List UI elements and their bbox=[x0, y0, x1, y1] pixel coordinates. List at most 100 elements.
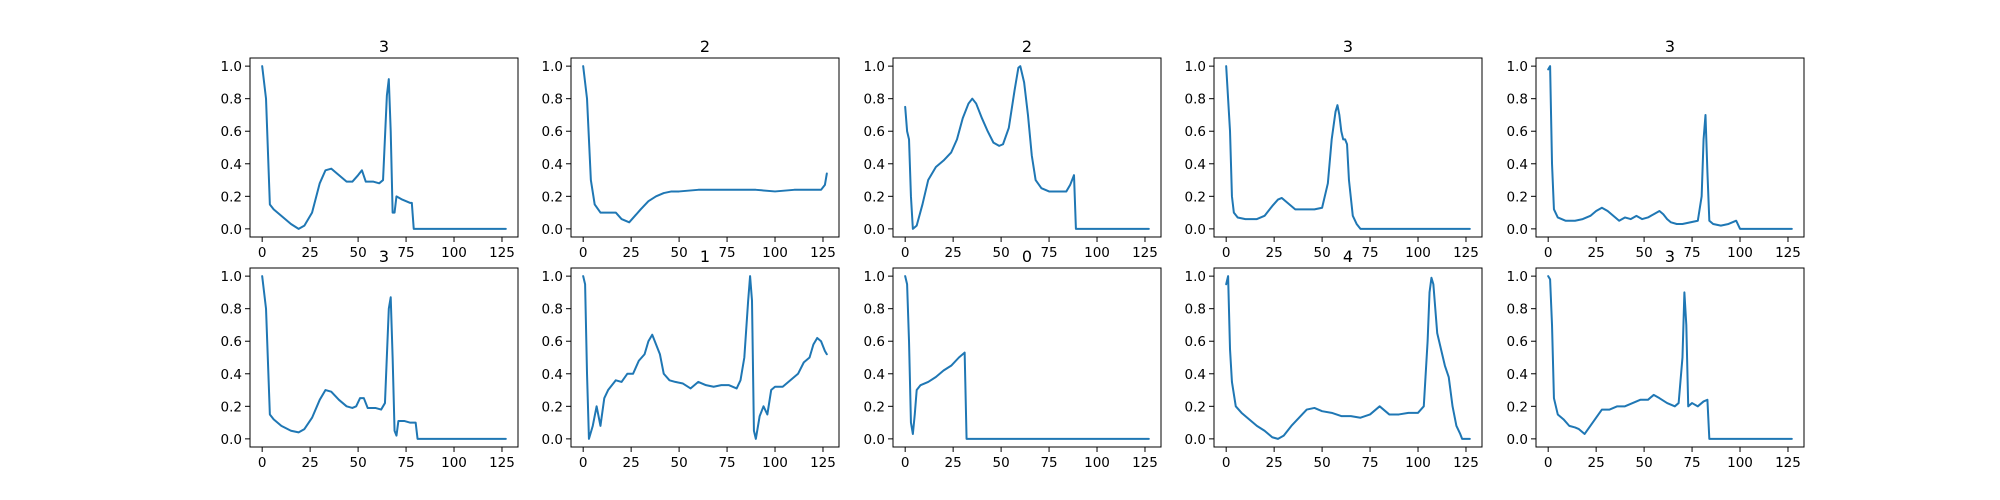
y-tick-label: 0.4 bbox=[1185, 367, 1206, 383]
y-tick-label: 0.0 bbox=[542, 432, 563, 448]
subplot-title: 2 bbox=[700, 37, 710, 56]
y-tick-label: 1.0 bbox=[864, 59, 885, 75]
x-tick-label: 50 bbox=[1314, 455, 1331, 471]
axes-frame bbox=[1213, 267, 1483, 448]
series-line bbox=[261, 65, 507, 230]
x-tick-label: 75 bbox=[718, 455, 735, 471]
x-tick-label: 75 bbox=[1683, 455, 1700, 471]
y-tick-label: 0.6 bbox=[1507, 334, 1528, 350]
y-tick-label: 0.8 bbox=[221, 92, 242, 108]
x-tick-label: 100 bbox=[441, 245, 467, 261]
subplot-1: 0 25 50 75 100 125 0.0 0.2 0.4 0.6 0.8 1.0 3 bbox=[221, 37, 519, 261]
x-tick-label: 25 bbox=[1266, 245, 1283, 261]
axes-frame bbox=[1535, 267, 1805, 448]
axes-frame bbox=[570, 57, 840, 238]
x-tick-label: 25 bbox=[1588, 455, 1605, 471]
x-tick-label: 75 bbox=[1040, 245, 1057, 261]
x-tick-label: 25 bbox=[302, 455, 319, 471]
subplot-title: 4 bbox=[1343, 247, 1353, 266]
x-tick-label: 125 bbox=[1132, 455, 1158, 471]
y-tick-label: 0.8 bbox=[221, 302, 242, 318]
subplot-3: 0 25 50 75 100 125 0.0 0.2 0.4 0.6 0.8 1.0 2 bbox=[864, 37, 1162, 261]
y-tick-label: 1.0 bbox=[221, 59, 242, 75]
y-tick-label: 1.0 bbox=[864, 269, 885, 285]
subplot-7: 0 25 50 75 100 125 0.0 0.2 0.4 0.6 0.8 1.0 1 bbox=[542, 247, 840, 471]
y-tick-label: 0.0 bbox=[221, 432, 242, 448]
y-tick-label: 0.6 bbox=[1185, 124, 1206, 140]
y-tick-label: 0.2 bbox=[1185, 399, 1206, 415]
y-tick-label: 0.4 bbox=[1507, 367, 1528, 383]
x-tick-label: 125 bbox=[1132, 245, 1158, 261]
subplot-title: 3 bbox=[1343, 37, 1353, 56]
subplot-title: 3 bbox=[1665, 37, 1675, 56]
y-tick-label: 0.0 bbox=[1185, 432, 1206, 448]
x-tick-label: 75 bbox=[1040, 455, 1057, 471]
x-tick-label: 0 bbox=[901, 245, 910, 261]
y-tick-label: 0.4 bbox=[1185, 157, 1206, 173]
x-tick-label: 125 bbox=[1775, 455, 1801, 471]
y-tick-label: 1.0 bbox=[542, 269, 563, 285]
y-tick-label: 0.2 bbox=[1507, 189, 1528, 205]
y-tick-label: 0.0 bbox=[1507, 432, 1528, 448]
x-tick-label: 50 bbox=[350, 245, 367, 261]
y-tick-label: 0.2 bbox=[1507, 399, 1528, 415]
x-tick-label: 25 bbox=[945, 455, 962, 471]
x-tick-label: 25 bbox=[302, 245, 319, 261]
series-line bbox=[1225, 275, 1471, 440]
y-tick-label: 0.4 bbox=[542, 367, 563, 383]
x-tick-label: 50 bbox=[350, 455, 367, 471]
y-tick-label: 0.8 bbox=[1185, 92, 1206, 108]
x-tick-label: 100 bbox=[762, 245, 788, 261]
series-line bbox=[261, 275, 507, 440]
y-tick-label: 0.6 bbox=[864, 124, 885, 140]
subplot-9: 0 25 50 75 100 125 0.0 0.2 0.4 0.6 0.8 1.0 4 bbox=[1185, 247, 1483, 471]
y-tick-label: 0.2 bbox=[864, 399, 885, 415]
series-line bbox=[904, 65, 1150, 230]
x-tick-label: 100 bbox=[1405, 455, 1431, 471]
x-tick-label: 125 bbox=[1453, 455, 1479, 471]
x-tick-label: 50 bbox=[1314, 245, 1331, 261]
x-tick-label: 75 bbox=[1361, 455, 1378, 471]
subplot-title: 3 bbox=[1665, 247, 1675, 266]
y-tick-label: 1.0 bbox=[1185, 269, 1206, 285]
x-tick-label: 0 bbox=[258, 455, 267, 471]
axes-frame bbox=[249, 57, 519, 238]
y-tick-label: 0.6 bbox=[1185, 334, 1206, 350]
y-tick-label: 0.2 bbox=[221, 189, 242, 205]
y-tick-label: 0.0 bbox=[1507, 222, 1528, 238]
x-tick-label: 50 bbox=[671, 245, 688, 261]
x-tick-label: 75 bbox=[397, 245, 414, 261]
y-tick-label: 0.4 bbox=[864, 367, 885, 383]
y-tick-label: 0.2 bbox=[542, 399, 563, 415]
y-tick-label: 0.6 bbox=[542, 334, 563, 350]
x-tick-label: 25 bbox=[1266, 455, 1283, 471]
y-tick-label: 0.4 bbox=[221, 367, 242, 383]
series-line bbox=[1225, 65, 1471, 230]
x-tick-label: 75 bbox=[397, 455, 414, 471]
y-tick-label: 0.4 bbox=[1507, 157, 1528, 173]
x-tick-label: 0 bbox=[1222, 245, 1231, 261]
y-tick-label: 0.4 bbox=[864, 157, 885, 173]
y-tick-label: 1.0 bbox=[542, 59, 563, 75]
axes-frame bbox=[892, 267, 1162, 448]
y-tick-label: 1.0 bbox=[221, 269, 242, 285]
x-tick-label: 50 bbox=[1636, 455, 1653, 471]
x-tick-label: 25 bbox=[945, 245, 962, 261]
x-tick-label: 75 bbox=[1361, 245, 1378, 261]
y-tick-label: 0.6 bbox=[864, 334, 885, 350]
x-tick-label: 0 bbox=[579, 455, 588, 471]
x-tick-label: 0 bbox=[579, 245, 588, 261]
x-tick-label: 0 bbox=[1222, 455, 1231, 471]
y-tick-label: 0.2 bbox=[542, 189, 563, 205]
x-tick-label: 0 bbox=[1544, 245, 1553, 261]
subplot-6: 0 25 50 75 100 125 0.0 0.2 0.4 0.6 0.8 1.0 3 bbox=[221, 247, 519, 471]
y-tick-label: 0.2 bbox=[864, 189, 885, 205]
y-tick-label: 0.0 bbox=[1185, 222, 1206, 238]
x-tick-label: 125 bbox=[810, 245, 836, 261]
x-tick-label: 50 bbox=[671, 455, 688, 471]
axes-frame bbox=[249, 267, 519, 448]
x-tick-label: 100 bbox=[1405, 245, 1431, 261]
x-tick-label: 50 bbox=[993, 245, 1010, 261]
y-tick-label: 1.0 bbox=[1507, 269, 1528, 285]
y-tick-label: 0.8 bbox=[1507, 302, 1528, 318]
